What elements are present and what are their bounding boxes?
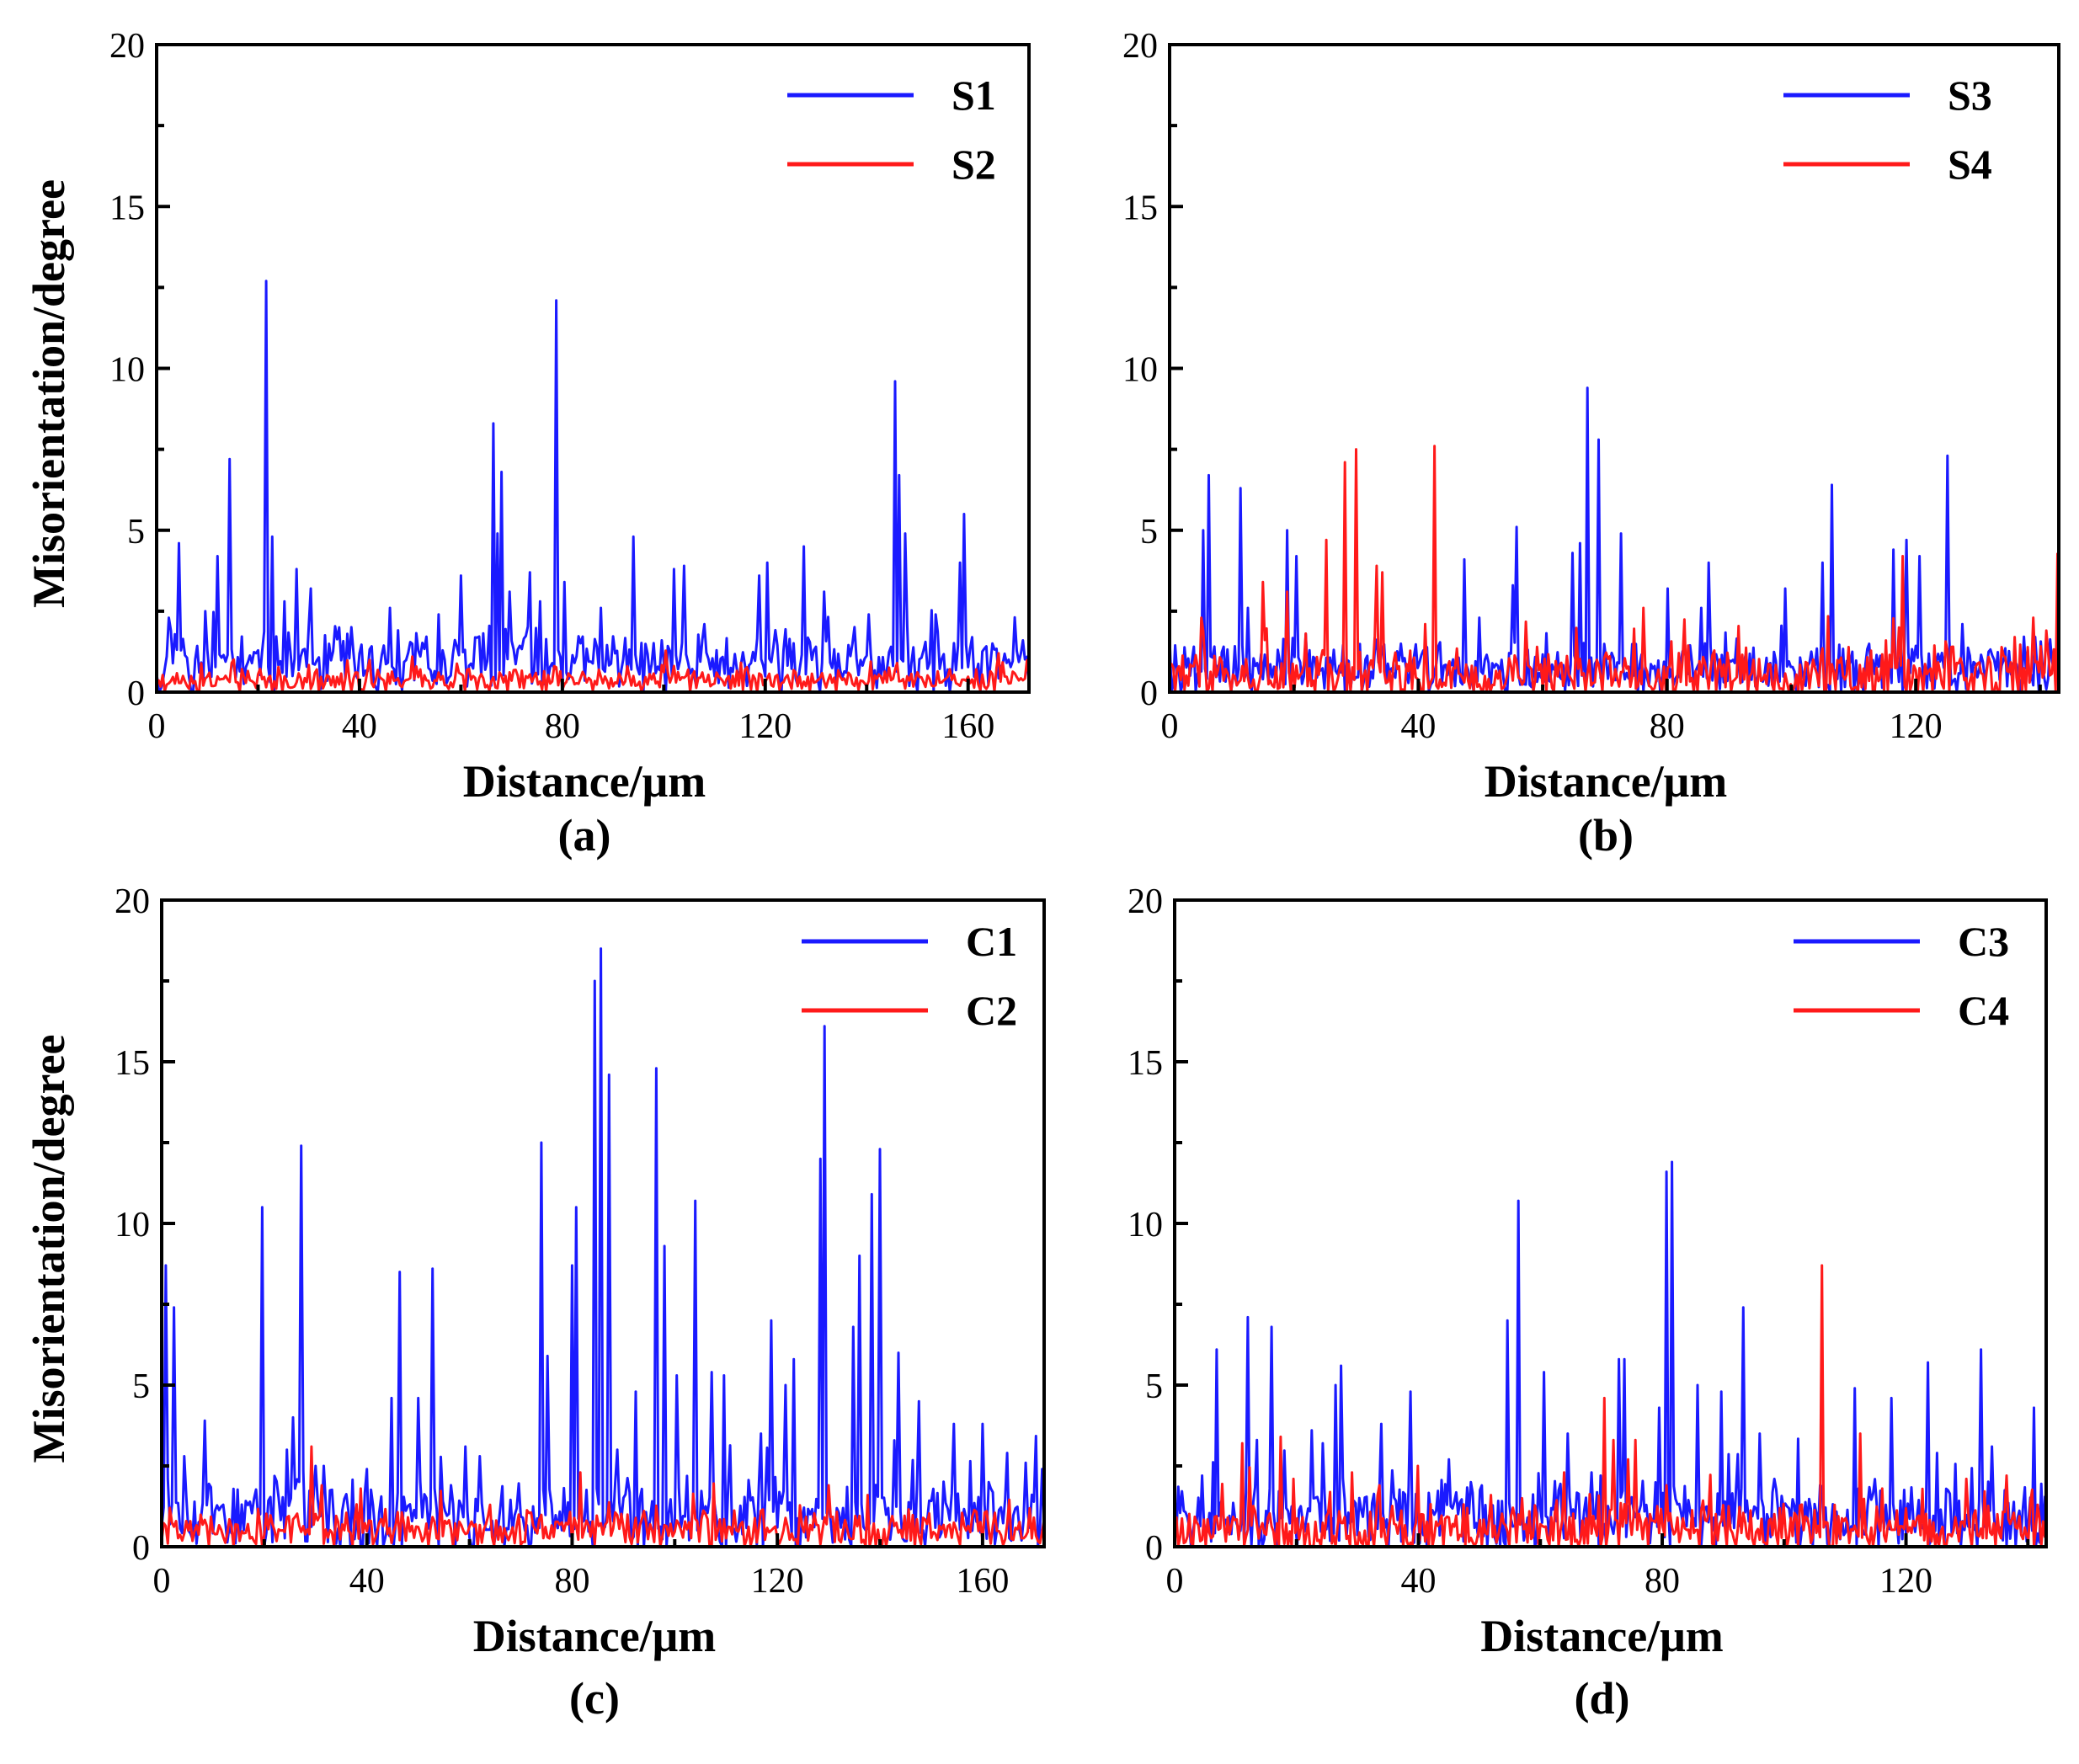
y-tick-label: 10 [1127,1206,1163,1244]
x-tick-label: 120 [751,1562,804,1601]
x-tick-label: 120 [1890,707,1943,746]
x-tick-label: 40 [342,707,377,746]
legend-label-s2: S2 [952,141,996,188]
legend-label-c4: C4 [1958,987,2009,1034]
x-tick-label: 80 [545,707,580,746]
legend-label-s1: S1 [952,72,996,119]
x-tick-label: 80 [1645,1562,1680,1601]
y-tick-label: 15 [109,189,145,227]
series-line-c2 [162,1445,1044,1547]
plot-frame [1173,898,2048,1548]
x-axis-title: Distance/μm [1485,756,1728,807]
y-axis-title: Misorientation/degree [24,1035,74,1463]
legend-label-s3: S3 [1948,72,1992,119]
x-tick-label: 40 [1401,1562,1437,1601]
x-axis-title: Distance/μm [1480,1611,1724,1661]
x-tick-label: 80 [1650,707,1685,746]
y-tick-label: 0 [1145,1529,1163,1568]
y-tick-label: 0 [127,674,145,713]
x-tick-label: 120 [738,707,792,746]
y-tick-label: 5 [1145,1367,1163,1406]
series-line-c3 [1175,1160,2046,1547]
series-line-s4 [1170,445,2059,692]
y-tick-label: 5 [132,1367,150,1406]
series-line-c4 [1175,1264,2046,1547]
y-tick-label: 10 [1122,351,1158,390]
y-tick-label: 20 [115,882,150,921]
x-tick-label: 0 [153,1562,171,1601]
x-tick-label: 80 [554,1562,589,1601]
y-tick-label: 0 [1140,674,1158,713]
panel-label: (d) [1575,1673,1630,1724]
legend-label-c1: C1 [966,918,1017,965]
series-line-s1 [157,280,1029,692]
y-tick-label: 15 [1122,189,1158,227]
series-line-s2 [157,649,1029,692]
series-line-s3 [1170,386,2059,692]
x-tick-label: 160 [941,707,994,746]
x-tick-label: 0 [1166,1562,1184,1601]
x-tick-label: 160 [956,1562,1009,1601]
y-axis-title: Misorientation/degree [24,179,74,608]
legend-label-c3: C3 [1958,918,2009,965]
panel-b: 0 5 10 15 20 0 40 80 120 Distance/μm(b) S3 S4 [1122,27,2060,861]
x-axis-title: Distance/μm [473,1611,717,1661]
y-tick-label: 15 [115,1044,150,1083]
panel-d: 0 5 10 15 20 0 40 80 120 Distance/μm (d) C3 C4 [1127,882,2048,1724]
y-tick-label: 0 [132,1529,150,1568]
x-tick-label: 40 [1400,707,1436,746]
panel-label: (c) [569,1673,620,1724]
y-tick-label: 20 [1122,27,1158,66]
y-tick-label: 10 [115,1206,150,1244]
y-tick-label: 5 [127,513,145,552]
y-tick-label: 15 [1127,1044,1163,1083]
x-tick-label: 40 [349,1562,385,1601]
legend-label-s4: S4 [1948,141,1992,188]
series-line-c1 [162,947,1044,1547]
panel-c: 0 5 10 15 20 0 40 80 120 160 Distance/μm Misorienta… [24,882,1046,1724]
panel-a: 0 5 10 15 20 0 40 80 120 160 Distance/μm Misorienta… [24,27,1031,861]
x-tick-label: 120 [1879,1562,1932,1601]
y-tick-label: 20 [1127,882,1163,921]
panel-label: (a) [558,810,611,861]
panel-label: (b) [1578,810,1634,861]
y-tick-label: 5 [1140,513,1158,552]
x-axis-title: Distance/μm [463,756,706,807]
x-tick-label: 0 [1161,707,1179,746]
x-tick-label: 0 [148,707,166,746]
y-tick-label: 20 [109,27,145,66]
plot-frame [1168,43,2060,694]
legend-label-c2: C2 [966,987,1017,1034]
y-tick-label: 10 [109,351,145,390]
